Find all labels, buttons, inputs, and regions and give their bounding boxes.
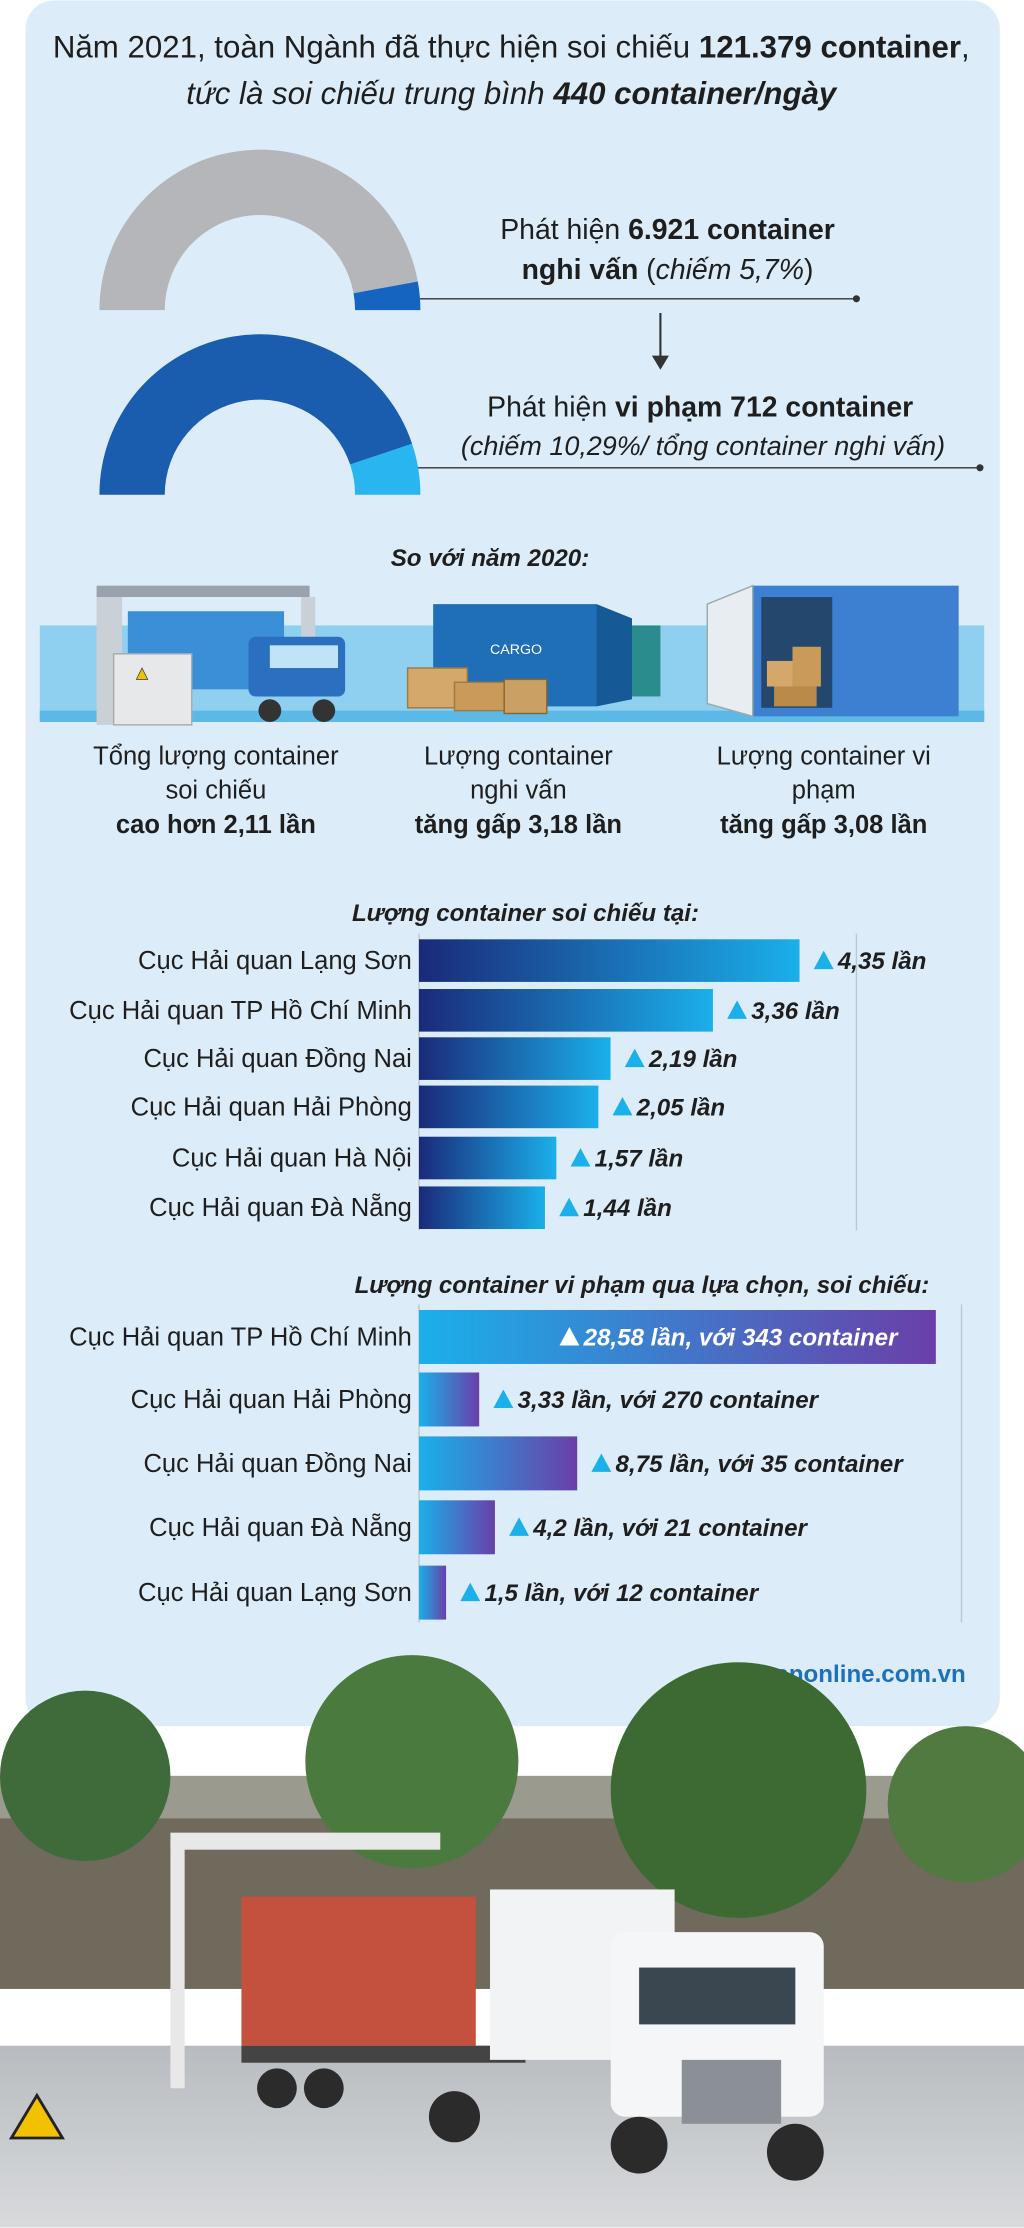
category-label: Cục Hải quan Lạng Sơn [138,1579,412,1607]
text: Phát hiện [487,392,615,424]
bar [418,1309,936,1364]
up-triangle [460,1582,481,1602]
category-label: Cục Hải quan Lạng Sơn [138,947,412,975]
up-triangle [570,1148,591,1167]
text: 121.379 container [699,29,961,64]
caption: Tổng lượng container [93,743,339,771]
value-label: 28,58 lần, với 343 container [583,1325,900,1352]
text: nghi vấn [522,254,639,286]
value-label: 3,33 lần, với 270 container [518,1387,820,1414]
text: Phát hiện [500,214,628,246]
gauge-text: Phát hiện 6.921 container [500,214,835,246]
up-triangle [509,1517,530,1536]
up-triangle [591,1453,612,1472]
caption: Lượng container [424,743,613,771]
header-line: Năm 2021, toàn Ngành đã thực hiện soi ch… [53,29,970,64]
bar [418,1436,578,1491]
gauge-rest [99,149,418,311]
value-label: 1,57 lần [595,1146,684,1173]
category-label: Cục Hải quan Đồng Nai [143,1045,411,1073]
up-triangle [624,1048,645,1068]
text: ) [804,254,813,286]
band-edge [39,710,985,723]
bar [418,1372,480,1427]
caption-bold: tăng gấp 3,18 lần [415,811,622,839]
category-label: Cục Hải quan TP Hồ Chí Minh [69,1324,412,1352]
up-triangle [559,1327,580,1346]
value-label: 4,35 lần [837,948,927,975]
gauge-text: (chiếm 10,29%/ tổng container nghi vấn) [461,431,945,461]
value-label: 4,2 lần, với 21 container [532,1515,808,1542]
leader-dot [852,295,860,303]
caption: Lượng container vi [717,743,931,771]
value-label: 1,44 lần [583,1195,672,1222]
caption: phạm [792,777,856,805]
caption: nghi vấn [470,777,567,805]
caption: soi chiếu [165,777,266,805]
bar [418,1136,557,1180]
chart-title: Lượng container soi chiếu tại: [352,900,699,927]
leader-dot [976,464,984,472]
bar [418,1085,599,1129]
text: chiếm 5,7% [656,254,804,286]
panel [25,0,1000,1727]
cargo-icon: CARGO [406,604,661,715]
gauge-text: nghi vấn (chiếm 5,7%) [522,254,814,286]
value-label: 2,05 lần [636,1094,726,1121]
value-label: 1,5 lần, với 12 container [484,1580,759,1607]
text: vi phạm 712 container [615,392,913,424]
gauge-value [353,281,421,311]
header-line: tức là soi chiếu trung bình 440 containe… [186,76,838,111]
text: 6.921 container [628,214,835,246]
section-title: So với năm 2020: [391,545,590,572]
category-label: Cục Hải quan Hà Nội [172,1145,412,1173]
category-label: Cục Hải quan Đồng Nai [143,1450,411,1478]
bar [418,939,800,982]
icon-text: CARGO [490,642,542,658]
chart-title: Lượng container vi phạm qua lựa chọn, so… [355,1272,930,1299]
text: ( [638,254,656,286]
category-label: Cục Hải quan TP Hồ Chí Minh [69,997,412,1025]
category-label: Cục Hải quan Đà Nẵng [149,1193,412,1222]
gauge-value [350,443,421,495]
gauge-rest [99,334,413,495]
value-label: 3,36 lần [751,998,840,1025]
up-triangle [559,1197,580,1217]
value-label: 2,19 lần [648,1046,738,1073]
bar [418,1186,545,1230]
up-triangle [612,1096,633,1116]
category-label: Cục Hải quan Hải Phòng [131,1093,412,1121]
category-label: Cục Hải quan Đà Nẵng [149,1513,412,1542]
caption-bold: tăng gấp 3,08 lần [720,811,927,839]
up-triangle [813,950,834,970]
bar [418,1500,495,1555]
gauge-text: Phát hiện vi phạm 712 container [487,392,913,424]
arrow-head [651,355,669,370]
caption-bold: cao hơn 2,11 lần [116,811,316,839]
open-container-icon [706,584,959,718]
value-label: 8,75 lần, với 35 container [616,1451,905,1478]
bar [418,989,713,1032]
up-triangle [493,1389,514,1408]
bar [418,1037,611,1080]
up-triangle [727,1000,748,1019]
text: 440 container/ngày [552,76,838,111]
text: , [961,29,970,64]
truck-icon [96,585,346,726]
photo [0,1655,1024,2228]
bar [418,1565,447,1620]
text: tức là soi chiếu trung bình [186,76,553,111]
text: Năm 2021, toàn Ngành đã thực hiện soi ch… [53,29,699,64]
category-label: Cục Hải quan Hải Phòng [131,1386,412,1414]
